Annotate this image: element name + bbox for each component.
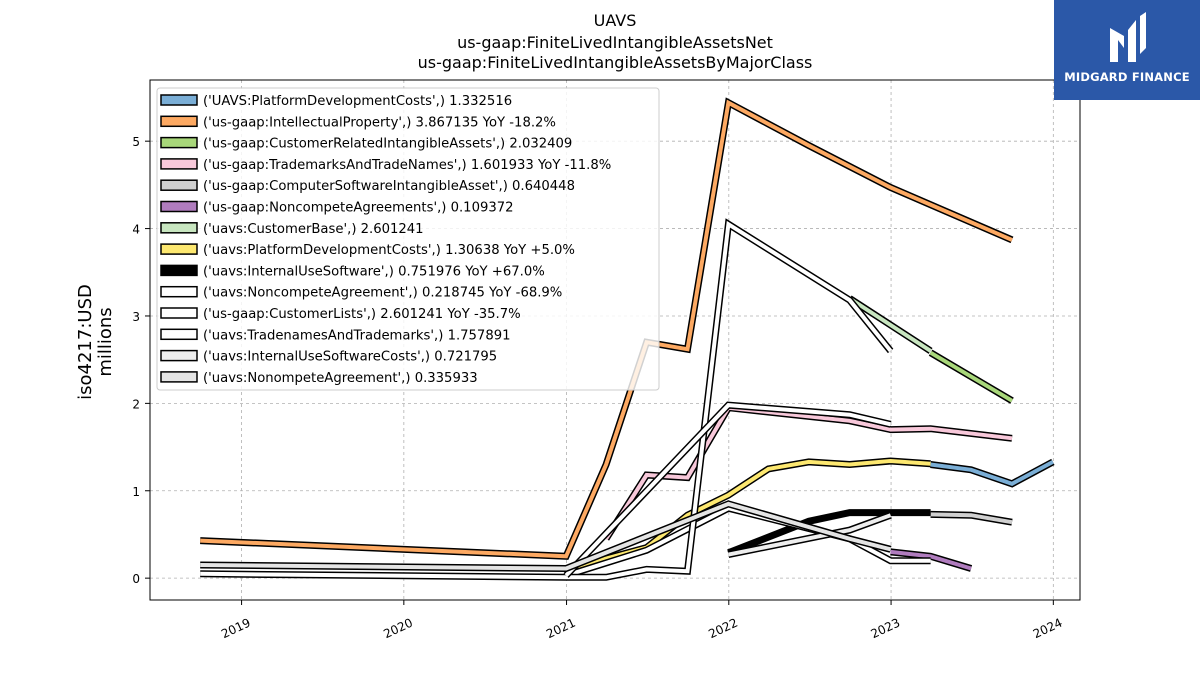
x-tick-label: 2022 [706,616,740,642]
series-stroke [564,403,892,577]
legend-item: ('uavs:InternalUseSoftware',) 0.751976 Y… [160,264,545,279]
series-line-2 [928,349,1014,404]
y-tick-label: 1 [132,485,140,499]
series-line-8 [727,509,931,557]
legend-item: ('us-gaap:CustomerRelatedIntangibleAsset… [160,136,572,152]
legend-swatch [160,94,198,106]
series-stroke [200,99,1013,559]
series-line-7 [565,457,931,573]
legend-item: ('us-gaap:NoncompeteAgreements',) 0.1093… [160,200,514,216]
series-stroke [604,405,1013,540]
series-stroke [929,350,1014,403]
legend-item: ('uavs:CustomerBase',) 2.601241 [160,222,424,237]
y-axis-label-line-2: millions [95,307,116,376]
legend-swatch [160,158,198,170]
x-axis: 2019 2020 2021 2022 2023 2024 [219,600,1064,641]
chart-title-line-1: UAVS [594,11,637,30]
legend-item: ('uavs:PlatformDevelopmentCosts',) 1.306… [160,243,575,258]
legend-box [156,87,660,391]
series-line-11 [563,401,892,578]
series-line-1 [200,97,1014,560]
plot-frame [149,79,1081,601]
series-stroke [565,458,931,572]
legend-label: ('uavs:NoncompeteAgreement',) 0.218745 Y… [203,286,562,301]
logo: MIDGARD FINANCE [1054,0,1200,100]
y-tick-label: 3 [132,310,140,324]
legend: ('UAVS:PlatformDevelopmentCosts',) 1.332… [156,87,660,391]
series-stroke [727,510,931,555]
legend-label: ('us-gaap:TrademarksAndTradeNames',) 1.6… [203,158,611,173]
series-stroke [890,549,972,571]
legend-label: ('uavs:PlatformDevelopmentCosts',) 1.306… [203,243,575,258]
legend-item: ('us-gaap:TrademarksAndTradeNames',) 1.6… [160,158,611,173]
series-line-10 [200,218,894,581]
series-line-6 [847,295,933,354]
legend-label: ('us-gaap:CustomerLists',) 2.601241 YoY … [203,307,521,322]
chart-title-line-2: us-gaap:FiniteLivedIntangibleAssetsNet [457,33,773,52]
series-stroke [930,460,1054,486]
logo-text: MIDGARD FINANCE [1064,70,1190,84]
legend-item: ('uavs:TradenamesAndTrademarks',) 1.7578… [160,328,511,343]
legend-swatch [160,243,198,255]
legend-swatch [160,328,198,341]
chart-title: UAVS us-gaap:FiniteLivedIntangibleAssets… [418,11,813,72]
series-line-5 [890,548,973,572]
legend-label: ('us-gaap:IntellectualProperty',) 3.8671… [203,115,556,130]
legend-label: ('uavs:NonompeteAgreement',) 0.335933 [203,371,478,386]
series-line-3 [603,403,1013,541]
y-tick-label: 5 [132,135,140,149]
legend-swatch [160,115,198,128]
legend-swatch [160,136,198,149]
x-tick-label: 2024 [1031,616,1065,642]
chart-title-line-3: us-gaap:FiniteLivedIntangibleAssetsByMaj… [418,53,813,72]
legend-swatch [160,349,198,362]
series-stroke [930,512,1013,525]
y-tick-label: 2 [132,397,140,411]
legend-label: ('UAVS:PlatformDevelopmentCosts',) 1.332… [203,94,512,109]
y-axis-label: iso4217:USD millions [75,284,116,400]
legend-label: ('us-gaap:ComputerSoftwareIntangibleAsse… [203,179,575,194]
series-stroke [848,296,932,353]
legend-item: ('uavs:NonompeteAgreement',) 0.335933 [160,371,478,386]
legend-item: ('us-gaap:IntellectualProperty',) 3.8671… [160,115,556,130]
x-tick-label: 2019 [219,616,253,642]
legend-item: ('UAVS:PlatformDevelopmentCosts',) 1.332… [160,94,512,109]
legend-swatch [160,285,198,298]
legend-swatch [160,179,198,191]
legend-swatch [160,200,198,213]
legend-swatch [160,371,198,383]
legend-swatch [160,307,198,319]
x-tick-label: 2021 [544,616,578,642]
legend-swatch [160,222,198,234]
legend-label: ('us-gaap:NoncompeteAgreements',) 0.1093… [203,201,514,216]
x-tick-label: 2020 [381,616,415,642]
legend-item: ('us-gaap:CustomerLists',) 2.601241 YoY … [160,307,521,322]
legend-item: ('uavs:NoncompeteAgreement',) 0.218745 Y… [160,285,562,301]
series-line-13 [200,500,892,573]
y-tick-label: 4 [132,223,140,237]
series-stroke [200,220,893,580]
series-line-4 [930,510,1013,526]
legend-label: ('us-gaap:CustomerRelatedIntangibleAsset… [203,137,572,152]
series-line-12 [727,511,892,559]
y-axis-label-line-1: iso4217:USD [75,284,96,400]
x-tick-label: 2023 [869,616,903,642]
legend-label: ('uavs:InternalUseSoftware',) 0.751976 Y… [203,264,545,279]
y-axis: 0 1 2 3 4 5 [132,135,150,586]
y-tick-label: 0 [132,572,140,586]
series-stroke [728,513,892,557]
legend-item: ('us-gaap:ComputerSoftwareIntangibleAsse… [160,179,575,194]
plot-area [200,97,1055,581]
series-line-0 [930,458,1055,488]
logo-mark-icon [1110,12,1146,62]
series-stroke [200,501,892,571]
legend-label: ('uavs:InternalUseSoftwareCosts',) 0.721… [203,350,497,365]
legend-label: ('uavs:CustomerBase',) 2.601241 [203,222,424,237]
legend-swatch [160,264,198,277]
legend-label: ('uavs:TradenamesAndTrademarks',) 1.7578… [203,328,511,343]
legend-item: ('uavs:InternalUseSoftwareCosts',) 0.721… [160,349,497,365]
